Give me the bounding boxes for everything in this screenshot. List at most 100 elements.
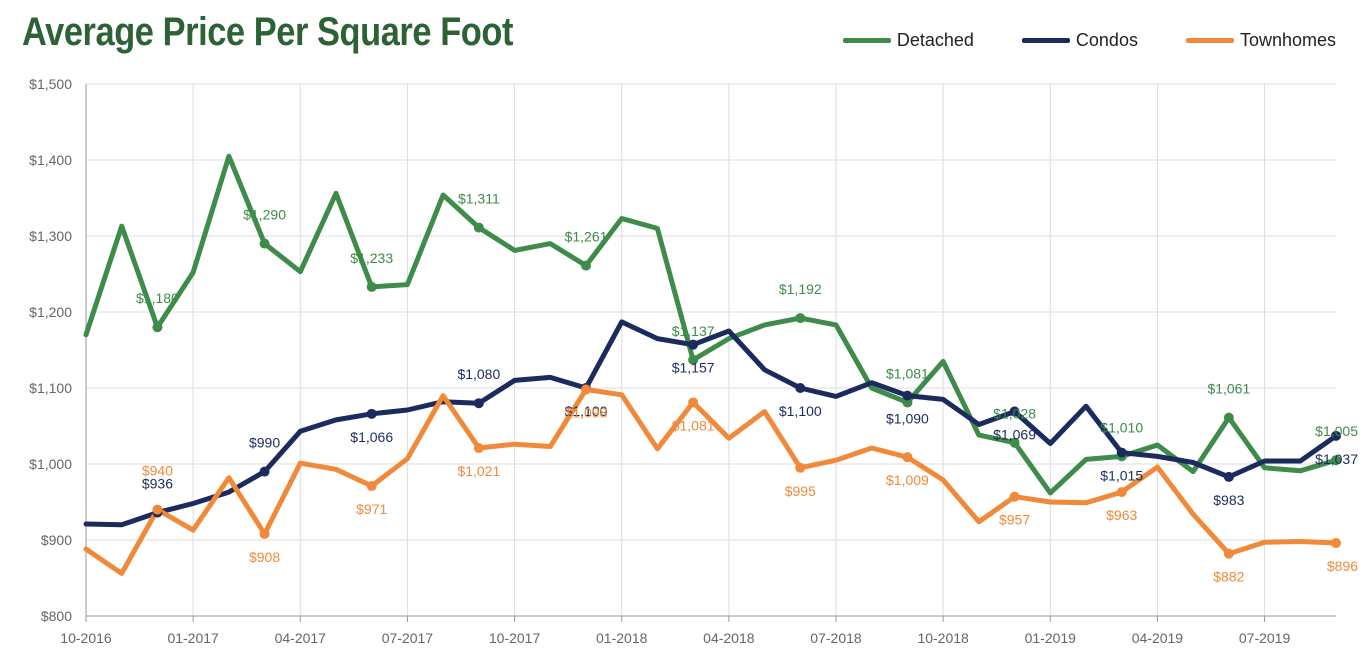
legend-swatch-townhomes — [1185, 38, 1234, 43]
legend-item-detached: Detached — [842, 30, 974, 51]
data-point-condos — [366, 408, 377, 419]
data-label-townhomes: $971 — [356, 501, 387, 517]
data-point-townhomes — [259, 528, 270, 539]
x-tick-label: 07-2019 — [1239, 630, 1291, 646]
data-point-detached — [152, 322, 163, 333]
data-point-detached — [1009, 437, 1020, 448]
data-label-townhomes: $1,009 — [886, 472, 929, 488]
data-label-detached: $1,137 — [672, 323, 715, 339]
data-label-townhomes: $1,081 — [672, 417, 715, 433]
y-tick-label: $1,500 — [29, 76, 72, 92]
data-point-condos — [688, 339, 699, 350]
data-point-condos — [1009, 406, 1020, 417]
x-tick-label: 10-2017 — [489, 630, 541, 646]
data-label-condos: $1,157 — [672, 360, 715, 376]
data-label-detached: $1,192 — [779, 281, 822, 297]
data-point-detached — [259, 238, 270, 249]
data-point-townhomes — [152, 504, 163, 515]
data-label-detached: $1,180 — [136, 290, 179, 306]
data-point-condos — [1223, 471, 1234, 482]
data-label-townhomes: $940 — [142, 463, 173, 479]
x-tick-label: 04-2017 — [275, 630, 327, 646]
x-tick-label: 01-2017 — [167, 630, 219, 646]
chart-title: Average Price Per Square Foot — [22, 10, 513, 54]
y-tick-label: $1,400 — [29, 152, 72, 168]
data-point-townhomes — [1009, 491, 1020, 502]
data-label-detached: $1,233 — [350, 250, 393, 266]
data-point-townhomes — [688, 397, 699, 408]
y-tick-label: $900 — [41, 532, 72, 548]
chart-legend: Detached Condos Townhomes — [842, 30, 1336, 51]
data-label-detached: $1,290 — [243, 207, 286, 223]
legend-swatch-condos — [1021, 38, 1070, 43]
data-label-townhomes: $1,098 — [565, 405, 608, 421]
data-label-condos: $1,015 — [1100, 468, 1143, 484]
data-label-condos: $936 — [142, 476, 173, 492]
data-label-condos: $1,090 — [886, 411, 929, 427]
data-label-townhomes: $1,021 — [457, 463, 500, 479]
data-label-townhomes: $963 — [1106, 507, 1137, 523]
y-tick-label: $1,100 — [29, 380, 72, 396]
legend-label-detached: Detached — [896, 30, 974, 50]
data-point-townhomes — [1223, 548, 1234, 559]
x-tick-label: 01-2018 — [596, 630, 648, 646]
x-tick-label: 07-2018 — [810, 630, 862, 646]
data-point-detached — [688, 354, 699, 365]
data-point-detached — [366, 281, 377, 292]
data-label-condos: $1,066 — [350, 429, 393, 445]
data-point-detached — [902, 397, 913, 408]
data-label-detached: $1,081 — [886, 365, 929, 381]
x-tick-label: 07-2017 — [382, 630, 434, 646]
data-label-detached: $1,005 — [1315, 423, 1358, 439]
data-label-townhomes: $995 — [785, 483, 816, 499]
data-label-detached: $1,028 — [993, 406, 1036, 422]
data-point-condos — [1331, 430, 1341, 441]
y-tick-label: $1,000 — [29, 456, 72, 472]
data-label-detached: $1,311 — [458, 191, 500, 207]
data-point-condos — [902, 390, 913, 401]
data-point-detached — [795, 313, 806, 324]
data-label-townhomes: $957 — [999, 512, 1030, 528]
y-tick-label: $1,200 — [29, 304, 72, 320]
data-label-detached: $1,061 — [1207, 381, 1250, 397]
data-label-detached: $1,010 — [1100, 419, 1143, 435]
x-tick-label: 04-2019 — [1132, 630, 1184, 646]
data-label-condos: $990 — [249, 435, 280, 451]
data-label-condos: $1,100 — [779, 403, 822, 419]
data-label-townhomes: $882 — [1213, 569, 1244, 585]
data-point-detached — [581, 260, 591, 271]
data-point-condos — [1116, 447, 1127, 458]
data-point-townhomes — [581, 384, 591, 395]
data-point-townhomes — [473, 443, 484, 454]
x-tick-label: 10-2018 — [917, 630, 969, 646]
data-point-townhomes — [366, 481, 377, 492]
data-point-townhomes — [1331, 538, 1341, 549]
data-point-townhomes — [795, 462, 806, 473]
series-line-townhomes — [83, 387, 1339, 576]
series-line-condos — [83, 319, 1339, 528]
data-label-detached: $1,261 — [565, 229, 608, 245]
data-label-condos: $1,037 — [1315, 451, 1358, 467]
data-label-condos: $983 — [1213, 492, 1244, 508]
x-tick-label: 01-2019 — [1025, 630, 1077, 646]
y-tick-label: $1,300 — [29, 228, 72, 244]
data-point-condos — [259, 466, 270, 477]
data-point-detached — [1223, 412, 1234, 423]
data-point-condos — [795, 383, 806, 393]
legend-item-condos: Condos — [1021, 30, 1138, 51]
x-tick-label: 10-2016 — [60, 630, 112, 646]
data-label-townhomes: $908 — [249, 549, 280, 565]
data-point-townhomes — [902, 452, 913, 463]
legend-label-townhomes: Townhomes — [1239, 30, 1336, 50]
y-tick-label: $800 — [41, 608, 72, 624]
legend-item-townhomes: Townhomes — [1185, 30, 1336, 51]
data-label-townhomes: $896 — [1327, 558, 1358, 574]
data-label-condos: $1,069 — [993, 427, 1036, 443]
data-point-detached — [473, 222, 484, 233]
legend-label-condos: Condos — [1075, 30, 1138, 50]
legend-swatch-detached — [842, 38, 891, 43]
data-label-condos: $1,100 — [565, 403, 608, 419]
data-label-condos: $1,080 — [457, 366, 500, 382]
data-point-detached — [1331, 455, 1341, 466]
